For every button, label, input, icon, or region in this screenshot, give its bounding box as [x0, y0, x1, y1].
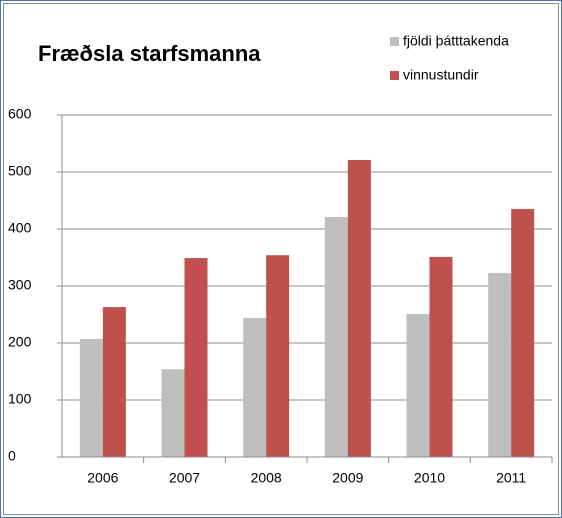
bar: [511, 209, 535, 457]
chart-title: Fræðsla starfsmanna: [38, 41, 261, 66]
x-tick-label: 2010: [414, 470, 445, 486]
x-tick-label: 2008: [251, 470, 282, 486]
bar: [324, 217, 348, 457]
legend-swatch: [390, 37, 399, 46]
bar: [102, 307, 126, 457]
chart-border: [3, 3, 559, 515]
bar: [266, 255, 290, 457]
x-tick-label: 2007: [169, 470, 200, 486]
y-tick-label: 100: [8, 391, 32, 407]
y-tick-label: 400: [8, 220, 32, 236]
bar: [406, 313, 430, 457]
bar: [184, 258, 208, 457]
x-tick-label: 2006: [87, 470, 118, 486]
legend-label: vinnustundir: [403, 67, 479, 83]
bar: [347, 160, 371, 457]
y-tick-label: 300: [8, 277, 32, 293]
x-tick-label: 2011: [496, 470, 526, 486]
y-tick-label: 200: [8, 334, 32, 350]
legend-swatch: [390, 71, 399, 80]
y-tick-label: 500: [8, 163, 32, 179]
y-tick-label: 0: [8, 448, 16, 464]
legend-label: fjöldi þátttakenda: [403, 33, 509, 49]
bar: [161, 369, 185, 457]
y-tick-label: 600: [8, 106, 32, 122]
bar: [79, 339, 103, 457]
bar: [243, 317, 267, 457]
bar: [429, 256, 453, 457]
x-tick-label: 2009: [332, 470, 363, 486]
bar: [488, 272, 512, 457]
